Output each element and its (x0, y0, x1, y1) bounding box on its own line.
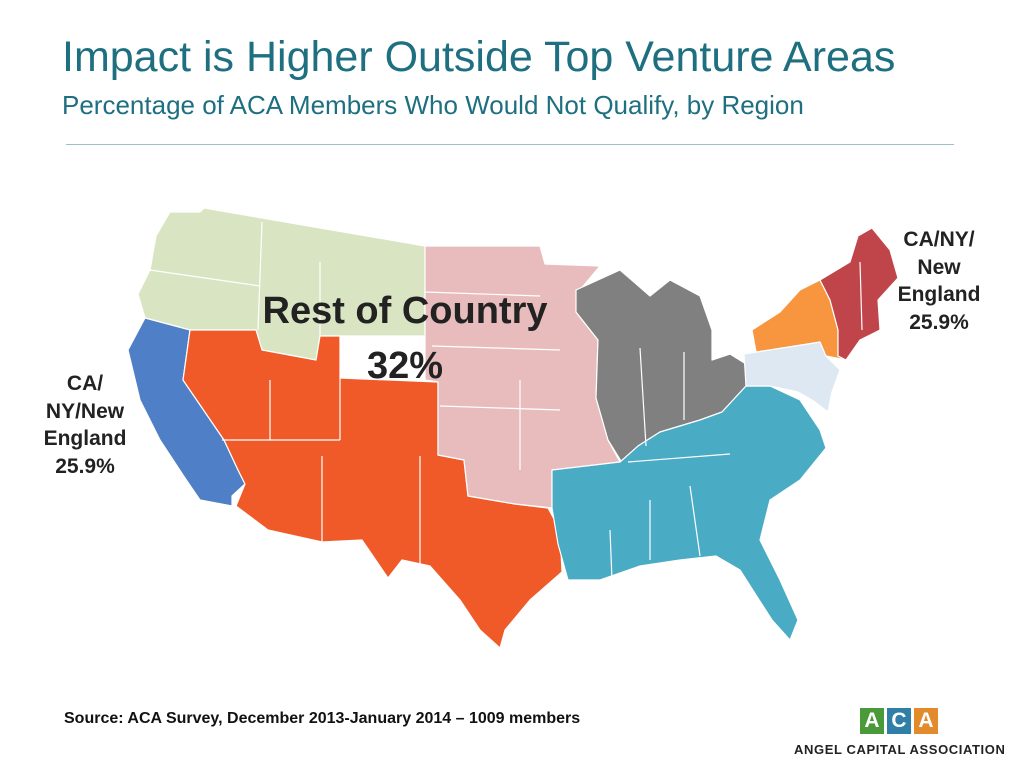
source-note: Source: ACA Survey, December 2013-Januar… (64, 710, 581, 727)
rest-of-country-value: 32% (366, 345, 444, 388)
logo-letter-c: C (887, 708, 911, 734)
title-divider (66, 144, 954, 145)
west-label-line2: NY/New (45, 399, 125, 423)
aca-logo: A C A ANGEL CAPITAL ASSOCIATION (792, 708, 1012, 762)
logo-letter-tiles: A C A (860, 708, 938, 734)
east-label-line1: CA/NY/ (903, 228, 975, 251)
rest-of-country-text: Rest of Country (262, 290, 548, 332)
logo-organization-name: ANGEL CAPITAL ASSOCIATION (794, 742, 1006, 757)
east-label-line3: England (897, 283, 981, 307)
east-label-value: 25.9% (909, 311, 969, 335)
state-borders (149, 221, 863, 581)
west-label-value: 25.9% (55, 455, 115, 479)
region-southwest (182, 329, 563, 649)
rest-of-country-label: Rest of Country 32% (250, 284, 560, 394)
logo-letter-a2: A (914, 708, 938, 734)
east-coast-label: CA/NY/ New England 25.9% (876, 226, 1002, 337)
logo-letter-a1: A (860, 708, 884, 734)
west-coast-label: CA/ NY/New England 25.9% (22, 370, 148, 481)
west-label-line3: England (43, 427, 127, 451)
east-label-line2: New (917, 255, 961, 279)
slide-title: Impact is Higher Outside Top Venture Are… (62, 33, 896, 81)
west-label-line1: CA/ (66, 372, 104, 395)
region-southeast (551, 385, 827, 641)
slide-subtitle: Percentage of ACA Members Who Would Not … (62, 90, 804, 120)
region-new-england (819, 227, 899, 361)
